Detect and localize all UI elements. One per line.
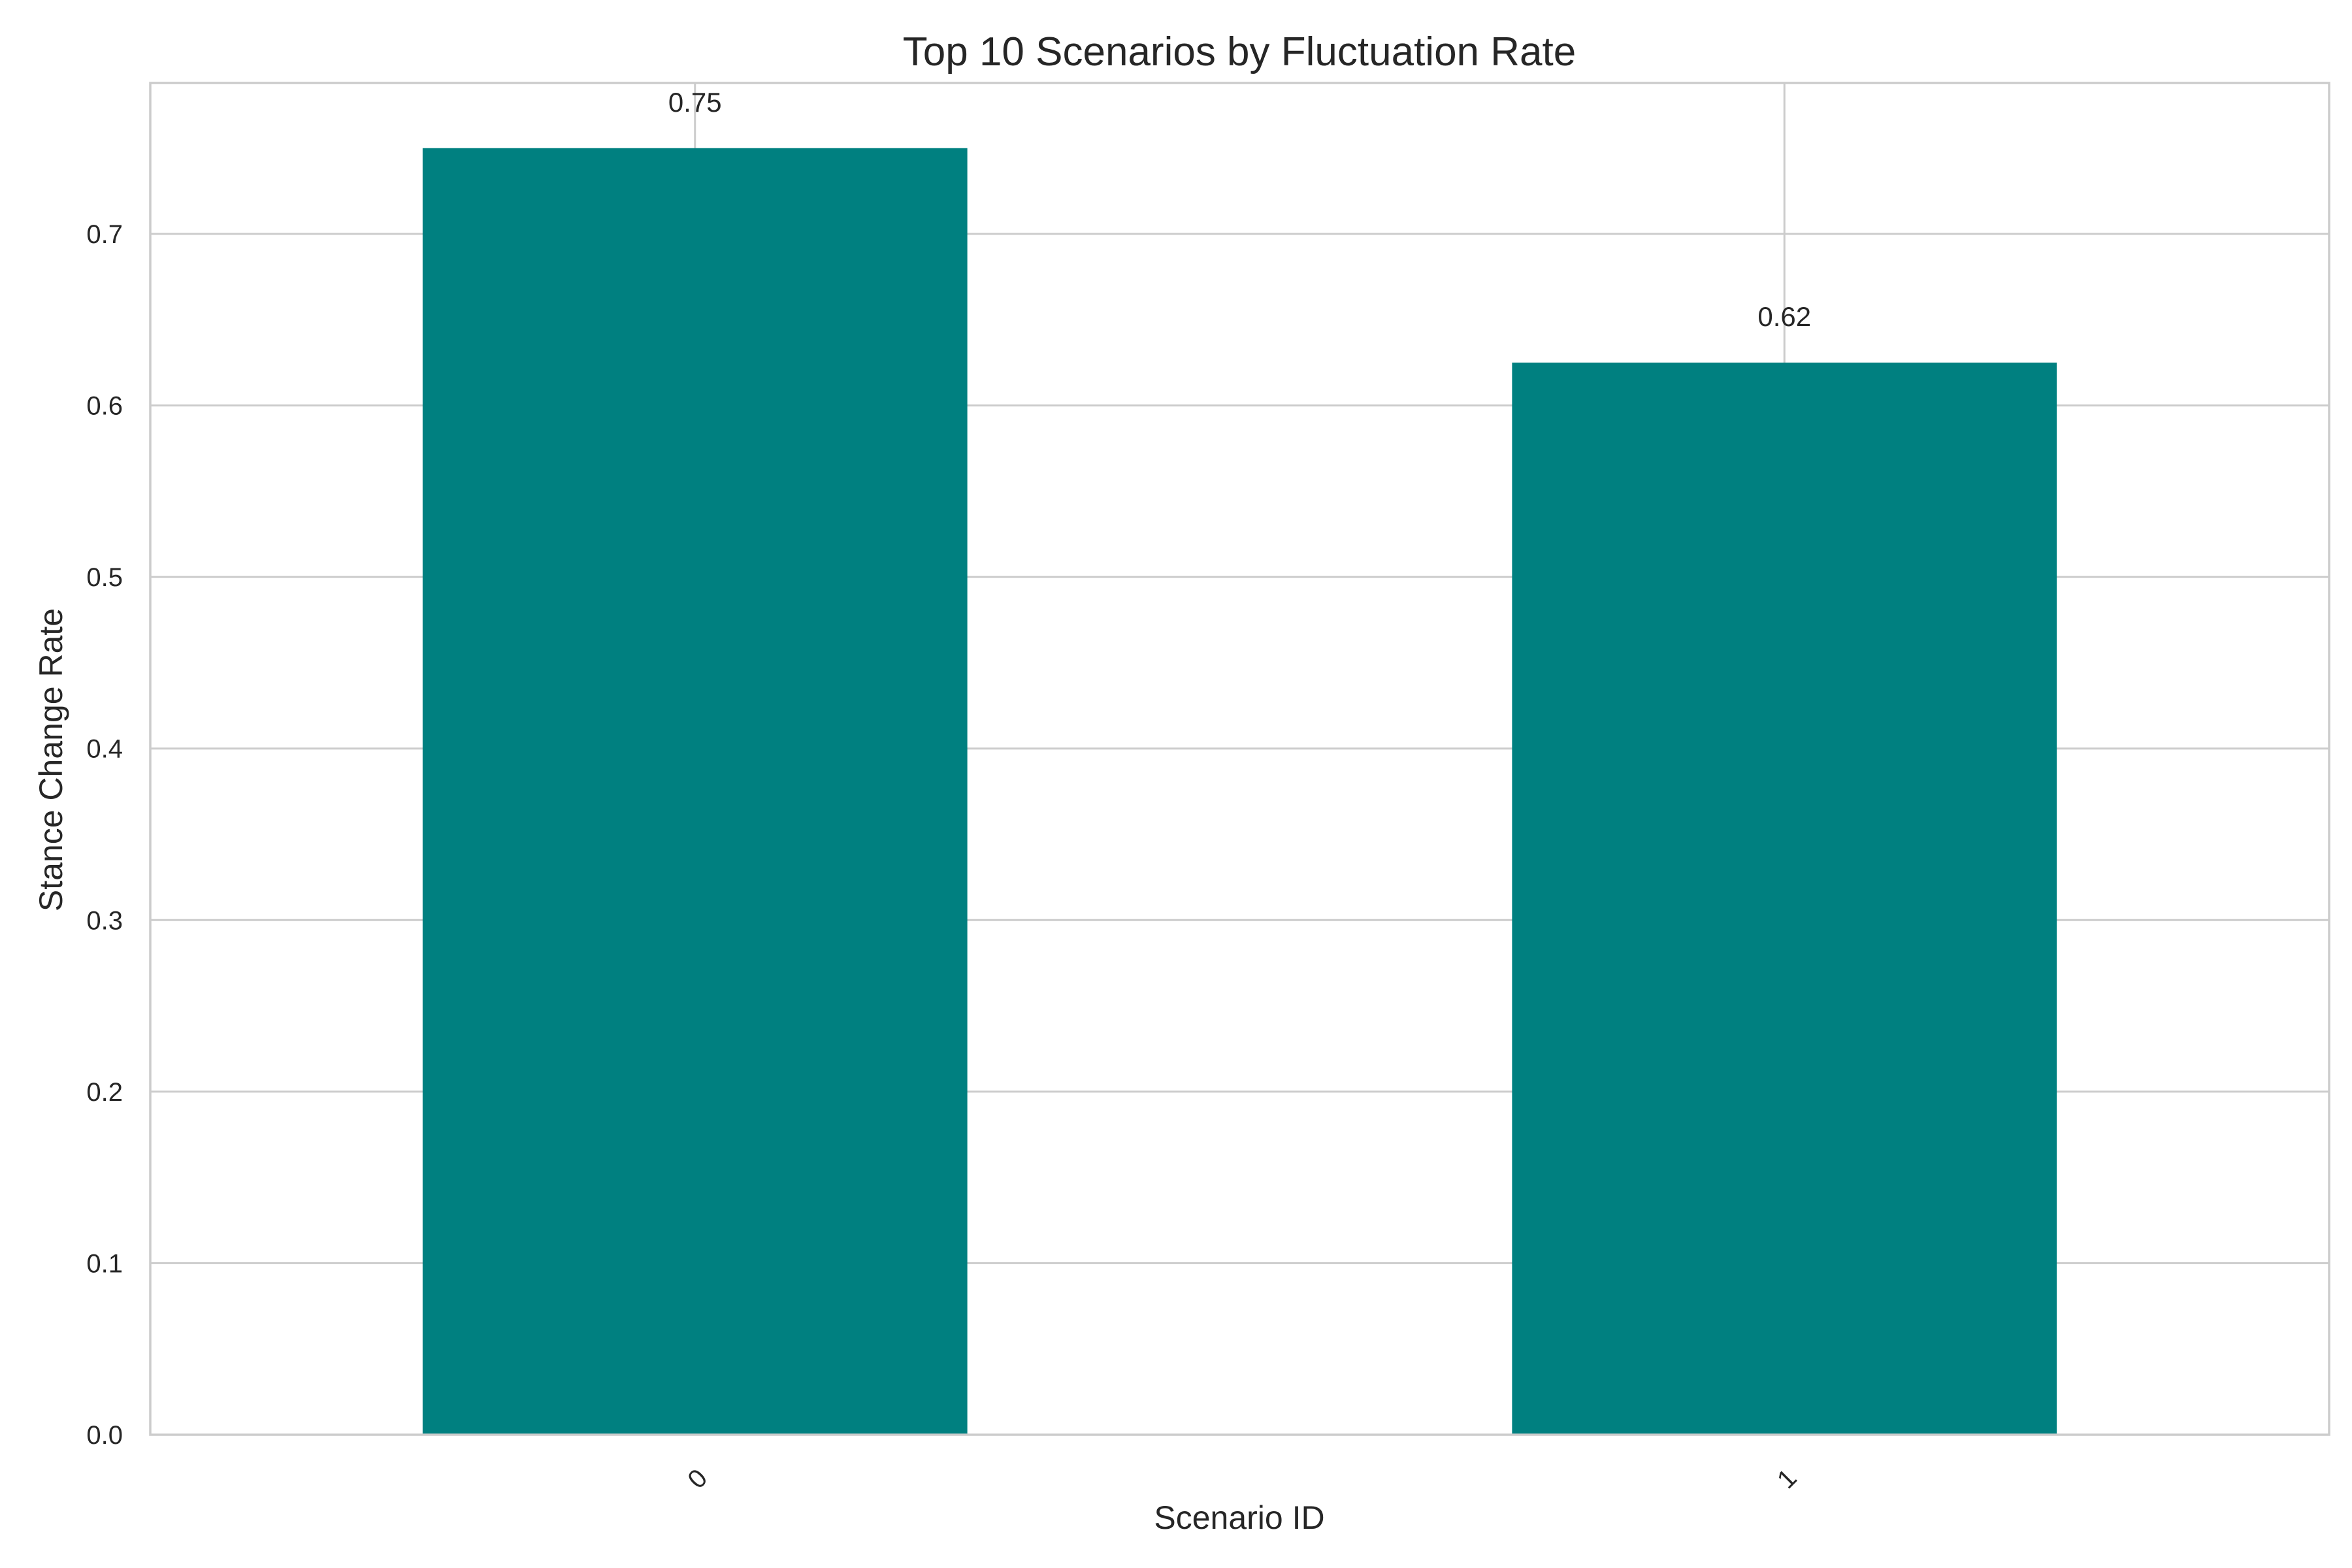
bar (422, 148, 968, 1435)
bar (1512, 362, 2057, 1435)
y-tick-label: 0.6 (86, 392, 123, 421)
x-axis-label: Scenario ID (1154, 1499, 1324, 1536)
y-tick-label: 0.4 (86, 735, 123, 764)
data-labels: 0.75 0.62 (668, 87, 1811, 332)
y-axis-ticks: 0.0 0.1 0.2 0.3 0.4 0.5 0.6 0.7 (86, 220, 123, 1450)
plot-frame (149, 82, 2330, 1436)
y-tick-label: 0.2 (86, 1078, 123, 1107)
x-tick-label: 0 (682, 1463, 713, 1494)
chart-title: Top 10 Scenarios by Fluctuation Rate (903, 29, 1576, 74)
y-tick-label: 0.1 (86, 1249, 123, 1278)
y-tick-label: 0.3 (86, 906, 123, 935)
bar-value-label: 0.62 (1757, 301, 1811, 332)
bar-value-label: 0.75 (668, 87, 722, 118)
y-axis-label: Stance Change Rate (33, 608, 69, 911)
y-tick-label: 0.7 (86, 220, 123, 249)
x-tick-label: 1 (1772, 1463, 1803, 1494)
y-tick-label: 0.0 (86, 1421, 123, 1450)
bars (422, 148, 2057, 1435)
y-tick-label: 0.5 (86, 563, 123, 592)
